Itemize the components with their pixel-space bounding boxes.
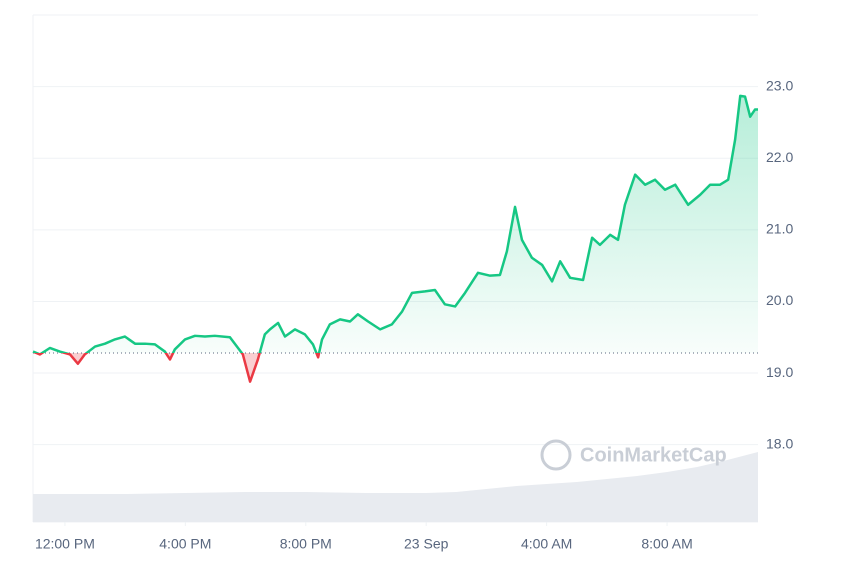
y-tick-label: 23.0 bbox=[766, 77, 793, 93]
price-area bbox=[33, 95, 758, 382]
y-tick-label: 19.0 bbox=[766, 364, 793, 380]
brand-watermark: CoinMarketCap bbox=[580, 444, 727, 466]
x-tick-label: 4:00 AM bbox=[521, 536, 572, 552]
x-tick-label: 12:00 PM bbox=[35, 536, 95, 552]
price-line bbox=[32, 94, 758, 383]
y-tick-label: 18.0 bbox=[766, 435, 793, 451]
y-tick-label: 22.0 bbox=[766, 149, 793, 165]
x-tick-label: 4:00 PM bbox=[159, 536, 211, 552]
y-tick-label: 21.0 bbox=[766, 221, 793, 237]
volume-area bbox=[33, 452, 758, 522]
y-tick-label: 20.0 bbox=[766, 292, 793, 308]
x-tick-label: 8:00 AM bbox=[641, 536, 692, 552]
x-tick-label: 23 Sep bbox=[404, 536, 449, 552]
x-tick-label: 8:00 PM bbox=[280, 536, 332, 552]
brand-logo bbox=[540, 439, 572, 471]
